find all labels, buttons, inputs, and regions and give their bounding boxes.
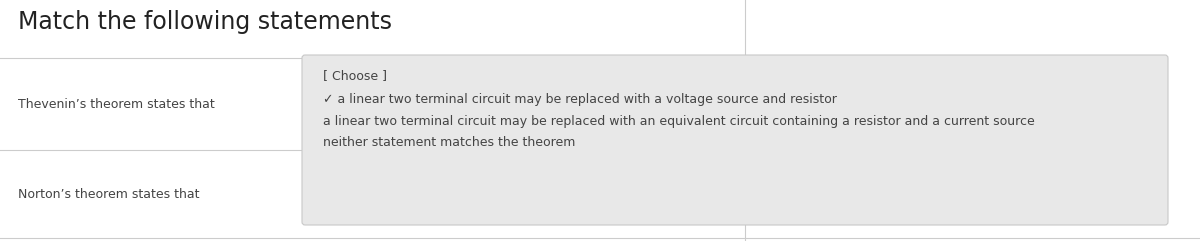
Text: Match the following statements: Match the following statements [18,10,392,34]
Text: a linear two terminal circuit m: a linear two terminal circuit m [313,172,502,185]
Text: ∨: ∨ [536,173,545,183]
Text: Norton’s theorem states that: Norton’s theorem states that [18,187,199,201]
Text: [ Choose ]: [ Choose ] [323,69,386,82]
FancyBboxPatch shape [305,158,554,198]
Text: a linear two terminal circuit may be replaced with an equivalent circuit contain: a linear two terminal circuit may be rep… [323,114,1034,127]
FancyBboxPatch shape [302,55,1168,225]
Text: Thevenin’s theorem states that: Thevenin’s theorem states that [18,98,215,111]
Text: neither statement matches the theorem: neither statement matches the theorem [323,135,575,148]
Text: ✓ a linear two terminal circuit may be replaced with a voltage source and resist: ✓ a linear two terminal circuit may be r… [323,94,836,107]
